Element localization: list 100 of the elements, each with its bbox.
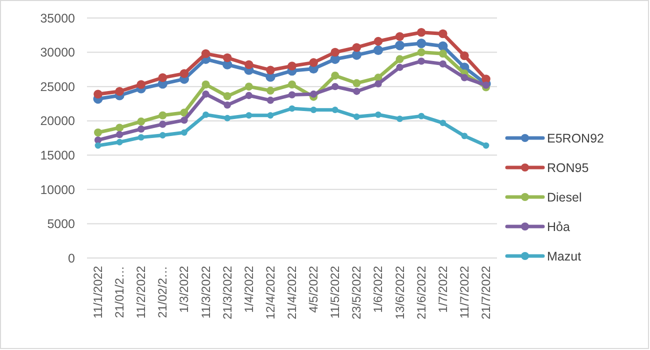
y-tick-label: 35000	[40, 11, 76, 26]
legend-label: Diesel	[547, 190, 582, 204]
point	[439, 60, 446, 68]
point	[136, 80, 146, 89]
x-tick-label: 11/7/2022	[457, 266, 472, 318]
point	[116, 130, 124, 138]
y-tick-label: 25000	[40, 80, 76, 94]
point	[246, 112, 252, 119]
point	[223, 92, 232, 100]
point	[244, 82, 253, 91]
point	[222, 53, 232, 62]
point	[417, 48, 426, 56]
point	[331, 72, 340, 80]
x-tick-label: 21/6/2022	[414, 266, 428, 320]
point	[438, 50, 447, 58]
y-tick-label: 15000	[40, 148, 76, 163]
x-tick-label: 11/3/2022	[198, 266, 213, 318]
point	[438, 41, 448, 51]
point	[460, 74, 468, 82]
y-tick-label: 30000	[40, 46, 76, 60]
point	[202, 90, 210, 98]
legend-label: Mazut	[547, 249, 582, 264]
point	[482, 142, 490, 149]
point	[137, 118, 146, 126]
point	[288, 80, 296, 89]
point	[115, 86, 124, 96]
point	[116, 124, 124, 132]
point	[116, 138, 123, 146]
x-tick-label: 1/4/2022	[242, 266, 256, 313]
point	[416, 38, 426, 48]
point	[94, 136, 102, 144]
point	[416, 28, 426, 37]
point	[375, 111, 382, 118]
point	[461, 132, 468, 140]
point	[202, 80, 210, 89]
x-tick-label: 11/5/2022	[328, 266, 342, 318]
x-tick-label: 21/3/2022	[220, 266, 234, 320]
point	[332, 106, 338, 114]
point	[394, 40, 405, 50]
y-tick-label: 10000	[40, 182, 76, 197]
point	[310, 106, 317, 114]
point	[332, 82, 339, 90]
point	[180, 69, 189, 78]
x-tick-label: 1/6/2022	[371, 266, 386, 313]
point	[159, 132, 166, 138]
point	[352, 79, 361, 88]
point	[288, 62, 296, 70]
point	[353, 114, 360, 120]
legend-label: E5RON92	[547, 131, 604, 146]
x-tick-label: 11/1/2022	[91, 266, 105, 318]
point	[158, 73, 168, 82]
point	[245, 92, 252, 100]
point	[352, 50, 362, 60]
point	[374, 80, 382, 88]
x-tick-label: 4/5/2022	[306, 266, 321, 313]
point	[418, 58, 425, 65]
x-tick-label: 11/2/2022	[134, 266, 148, 318]
y-tick-label: 0	[68, 251, 76, 266]
legend-label: Hỏa	[547, 220, 570, 234]
point	[244, 60, 254, 70]
point	[440, 120, 446, 126]
y-tick-label: 5000	[47, 217, 76, 232]
x-tick-label: 1/3/2022	[177, 266, 192, 313]
point	[395, 32, 404, 41]
point	[138, 134, 144, 141]
point	[202, 111, 209, 118]
point	[180, 108, 188, 117]
point	[158, 111, 167, 120]
point	[224, 101, 231, 109]
point	[201, 49, 210, 58]
x-tick-label: 21/4/2022	[285, 266, 299, 320]
point	[180, 116, 188, 124]
point	[373, 45, 384, 56]
x-tick-label: 21/02/2…	[156, 266, 170, 318]
point	[396, 55, 404, 64]
point	[266, 96, 274, 104]
point	[224, 114, 231, 122]
point	[438, 29, 448, 38]
point	[418, 112, 425, 120]
point	[94, 142, 102, 149]
point	[181, 129, 188, 136]
point	[353, 88, 360, 95]
x-tick-label: 23/5/2022	[350, 266, 364, 320]
point	[266, 86, 274, 95]
point	[396, 116, 403, 122]
x-tick-label: 12/4/2022	[263, 266, 278, 320]
point	[310, 90, 318, 98]
point	[288, 91, 296, 98]
point	[460, 51, 469, 60]
x-tick-label: 13/6/2022	[392, 266, 407, 320]
point	[352, 43, 362, 52]
point	[309, 58, 318, 67]
point	[266, 66, 275, 75]
point	[482, 82, 490, 89]
x-tick-label: 21/01/2…	[112, 266, 127, 318]
point	[94, 128, 102, 137]
point	[267, 112, 274, 119]
x-tick-label: 1/7/2022	[436, 266, 450, 313]
point	[330, 48, 340, 57]
point	[288, 105, 296, 112]
